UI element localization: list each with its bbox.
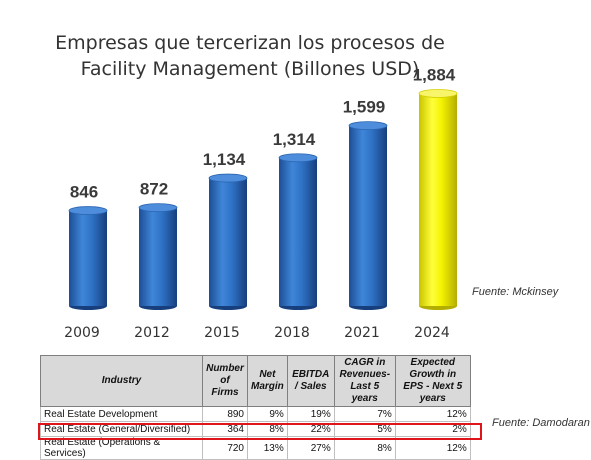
table-header-row: Industry Number of Firms Net Margin EBIT…: [40, 355, 471, 407]
bar-2021: [348, 121, 388, 310]
chart-title-line-2: Facility Management (Billones USD): [80, 58, 420, 80]
cell-industry: Real Estate Development: [40, 406, 203, 422]
cell-net-margin: 9%: [247, 406, 288, 422]
value-label: 846: [70, 183, 98, 202]
value-label: 1,884: [413, 65, 456, 84]
header-industry: Industry: [40, 355, 203, 407]
bar-2009: [68, 206, 108, 310]
value-label: 1,599: [343, 98, 386, 117]
x-tick-label: 2018: [274, 325, 310, 341]
x-tick-label: 2015: [204, 325, 240, 341]
x-tick-label: 2021: [344, 325, 380, 341]
cell-cagr: 7%: [333, 406, 396, 422]
bar-2015: [208, 173, 248, 310]
value-label: 1,134: [203, 150, 246, 169]
header-expected-growth: Expected Growth in EPS - Next 5 years: [394, 355, 471, 407]
x-tick-label: 2012: [134, 325, 170, 341]
industry-table: Industry Number of Firms Net Margin EBIT…: [40, 355, 471, 460]
bar-2018: [278, 153, 318, 310]
chart-source: Fuente: Mckinsey: [472, 286, 559, 298]
cell-number-of-firms: 890: [202, 406, 248, 422]
bar-2012: [138, 203, 178, 310]
header-cagr: CAGR in Revenues- Last 5 years: [333, 355, 396, 407]
table-row: Real Estate Development 890 9% 19% 7% 12…: [40, 406, 471, 422]
bar-chart: 846 2009 872 2012 1,134 2015 1,314 2018 1,599 202…: [64, 65, 458, 341]
cell-number-of-firms: 364: [202, 421, 248, 437]
header-number-of-firms: Number of Firms: [202, 355, 248, 407]
table-source: Fuente: Damodaran: [492, 417, 590, 429]
value-label: 872: [140, 180, 168, 199]
header-net-margin: Net Margin: [247, 355, 288, 407]
chart-title-line-1: Empresas que tercerizan los procesos de: [55, 32, 445, 54]
header-ebitda-sales: EBITDA / Sales: [286, 355, 335, 407]
chart-title: Empresas que tercerizan los procesos de …: [40, 30, 460, 82]
bar-2024: [418, 89, 458, 310]
value-label: 1,314: [273, 130, 316, 149]
cell-ebitda-sales: 19%: [286, 406, 335, 422]
x-tick-label: 2009: [64, 325, 100, 341]
x-tick-label: 2024: [414, 325, 450, 341]
highlight-box: [38, 423, 482, 440]
cell-expected-growth: 12%: [394, 406, 471, 422]
